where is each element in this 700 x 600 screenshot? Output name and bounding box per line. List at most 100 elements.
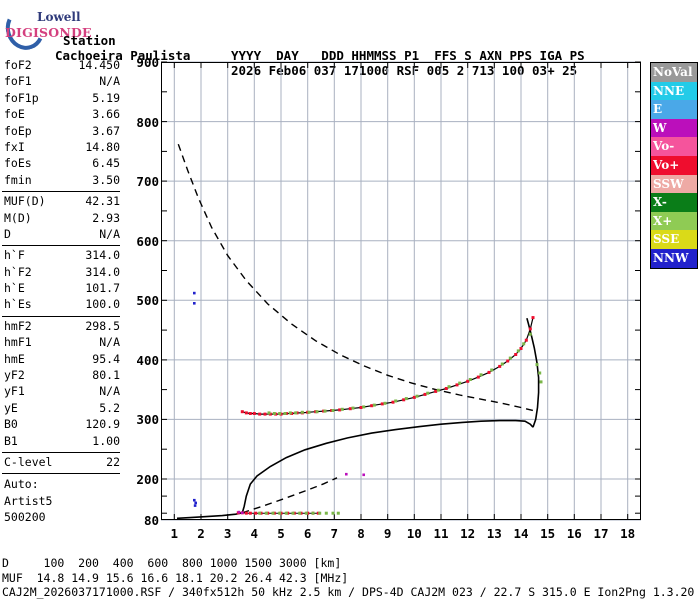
param-key: foF1	[4, 74, 32, 89]
param-value: 120.9	[85, 417, 120, 432]
plot-gridlines	[161, 61, 641, 521]
param-key: foEs	[4, 156, 32, 171]
footer-distance-row: D 100 200 400 600 800 1000 1500 3000 [km…	[2, 556, 342, 570]
param-key: C-level	[4, 454, 53, 469]
param-row-foes: foEs 6.45	[2, 156, 124, 172]
station-label: Station	[63, 33, 116, 48]
param-key: fmin	[4, 172, 32, 187]
param-key: h`E	[4, 281, 25, 296]
param-value: 95.4	[92, 351, 120, 366]
param-key: foEp	[4, 123, 32, 138]
param-value: 80.1	[92, 368, 120, 383]
legend-item-w[interactable]: W	[651, 118, 697, 138]
digisonde-logo: Lowell DIGISONDE	[0, 3, 104, 55]
y-tick-label: 900	[136, 55, 159, 70]
param-value: 14.80	[85, 139, 120, 154]
param-row-yf2: yF2 80.1	[2, 368, 124, 384]
x-tick-label: 18	[620, 526, 636, 541]
param-row-b1: B1 1.00	[2, 434, 124, 450]
divider	[2, 191, 120, 193]
param-row-fmin: fmin 3.50	[2, 173, 124, 189]
legend-item-noval[interactable]: NoVal	[651, 63, 697, 82]
param-row-hes: h`Es 100.0	[2, 297, 124, 313]
legend-item-nne[interactable]: NNE	[651, 81, 697, 101]
param-row-fof2: foF2 14.450	[2, 58, 124, 74]
x-tick-label: 2	[197, 526, 205, 541]
param-key: M(D)	[4, 210, 32, 225]
header-values: 2026 Feb06 037 171000 RSF 005 2 713 100 …	[231, 63, 578, 78]
param-value: 101.7	[85, 281, 120, 296]
x-tick-label: 11	[433, 526, 449, 541]
divider	[2, 245, 120, 247]
auto-line-1: Artist5	[4, 493, 53, 508]
param-key: MUF(D)	[4, 194, 46, 209]
x-tick-label: 12	[460, 526, 476, 541]
x-axis: 1 2 3 4 5 6 7 8 9 10 11 12 13 14 15 16 17 18	[161, 524, 641, 544]
param-key: B0	[4, 417, 18, 432]
footer: D 100 200 400 600 800 1000 1500 3000 [km…	[2, 556, 700, 600]
x-tick-label: 8	[357, 526, 365, 541]
x-tick-label: 3	[223, 526, 232, 541]
y-tick-label: 500	[136, 293, 159, 309]
direction-legend[interactable]: NoVal NNE E W Vo- Vo+ SSW X- X+ SSE NNW	[650, 62, 698, 269]
auto-line-2: 500200	[4, 510, 46, 525]
param-key: hmE	[4, 351, 25, 366]
param-row-md: M(D) 2.93	[2, 211, 124, 227]
param-value: N/A	[99, 74, 120, 89]
x-tick-label: 17	[593, 526, 609, 541]
param-row-d: D N/A	[2, 227, 124, 243]
param-group-profile: hmF2 298.5 hmF1 N/A hmE 95.4 yF2 80.1 yF1 N/A yE 5.…	[2, 319, 124, 450]
footer-file-row: CAJ2M_2026037171000.RSF / 340fx512h 50 k…	[2, 585, 695, 599]
param-row-fof1p: foF1p 5.19	[2, 91, 124, 107]
legend-item-vo[interactable]: Vo-	[651, 137, 697, 156]
param-key: h`F2	[4, 264, 32, 279]
y-tick-label: 600	[136, 233, 159, 249]
legend-item-ssw[interactable]: SSW	[651, 174, 697, 194]
param-key: foF1p	[4, 90, 39, 105]
y-tick-label: 80	[143, 513, 159, 528]
divider	[2, 451, 120, 453]
param-row-hmf1: hmF1 N/A	[2, 335, 124, 351]
legend-item-x[interactable]: X-	[651, 193, 697, 212]
x-tick-label: 7	[330, 526, 339, 541]
legend-item-sse[interactable]: SSE	[651, 230, 697, 249]
param-value: 22	[106, 454, 120, 469]
param-group-auto: Auto: Artist5 500200	[2, 477, 124, 526]
param-group-virtual-heights: h`F 314.0 h`F2 314.0 h`E 101.7 h`Es 100.0	[2, 248, 124, 314]
param-row-clevel: C-level 22	[2, 455, 124, 471]
divider	[2, 315, 120, 317]
param-value: 3.50	[92, 172, 120, 187]
param-group-frequencies: foF2 14.450 foF1 N/A foF1p 5.19 foE 3.66 foEp 3.6…	[2, 58, 124, 189]
legend-item-x[interactable]: X+	[651, 211, 697, 231]
x-tick-label: 6	[303, 526, 312, 541]
param-key: h`Es	[4, 297, 32, 312]
param-row-b0: B0 120.9	[2, 417, 124, 433]
param-value: 6.45	[92, 156, 120, 171]
x-tick-label: 13	[486, 526, 502, 541]
param-key: foF2	[4, 58, 32, 72]
param-value: 5.2	[99, 400, 120, 415]
auto-line-0: Auto:	[4, 477, 39, 492]
param-group-clevel: C-level 22	[2, 455, 124, 471]
x-tick-label: 14	[513, 526, 529, 541]
param-group-muf: MUF(D) 42.31 M(D) 2.93 D N/A	[2, 194, 124, 243]
param-value: 314.0	[85, 248, 120, 263]
param-value: 3.67	[92, 123, 120, 138]
legend-item-vo[interactable]: Vo+	[651, 155, 697, 175]
plot-data	[176, 143, 543, 520]
y-tick-label: 400	[136, 352, 159, 368]
param-value: N/A	[99, 226, 120, 241]
legend-item-e[interactable]: E	[651, 100, 697, 119]
param-value: 14.450	[78, 58, 120, 72]
station-name: Cachoeira Paulista	[55, 48, 191, 63]
header-columns: YYYY DAY DDD HHMMSS P1 FFS S AXN PPS IGA…	[231, 48, 585, 63]
param-key: hmF1	[4, 335, 32, 350]
param-key: h`F	[4, 248, 25, 263]
ionogram-plot[interactable]	[161, 61, 641, 521]
y-axis: 80 200 300 400 500 600 700 800 900	[115, 55, 159, 528]
legend-item-nnw[interactable]: NNW	[651, 248, 697, 268]
param-key: D	[4, 226, 11, 241]
param-value: N/A	[99, 384, 120, 399]
x-tick-label: 16	[566, 526, 582, 541]
parameter-panel: foF2 14.450 foF1 N/A foF1p 5.19 foE 3.66 foEp 3.6…	[2, 58, 124, 527]
